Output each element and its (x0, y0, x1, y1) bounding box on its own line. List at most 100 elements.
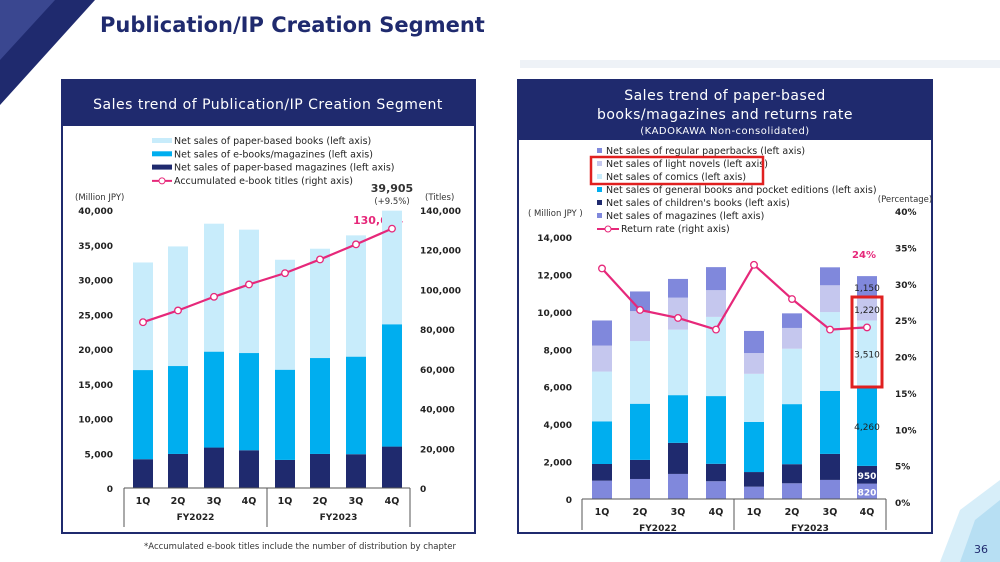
bar-segment (204, 223, 224, 352)
x-tick-label: 1Q (747, 507, 762, 518)
y2-tick-label: 30% (895, 281, 917, 291)
bar-segment (630, 403, 650, 460)
bar-segment (706, 396, 726, 464)
bar-segment (592, 345, 612, 372)
bar-segment (744, 353, 764, 374)
bar-segment (168, 246, 188, 367)
growth-label: (+9.5%) (374, 197, 409, 207)
bar-segment (133, 459, 153, 488)
right-legend: Net sales of regular paperbacks (left ax… (597, 146, 877, 235)
line-point (826, 325, 834, 334)
line-point (139, 318, 147, 327)
y2-tick-label: 0% (895, 499, 910, 509)
y2-tick-label: 10% (895, 426, 917, 436)
bar-segment (668, 442, 688, 474)
y2-tick-label: 35% (895, 244, 917, 254)
bar-segment (744, 472, 764, 487)
bar-segment (346, 356, 366, 455)
legend-label: Net sales of comics (left axis) (606, 172, 746, 183)
bar-segment (168, 366, 188, 454)
bar-segment (706, 316, 726, 397)
y2-tick-label: 40,000 (420, 406, 455, 416)
x-tick-label: 1Q (136, 496, 151, 507)
y-tick-label: 8,000 (544, 346, 572, 356)
bar-segment (239, 450, 259, 488)
legend-label: Net sales of general books and pocket ed… (606, 185, 877, 196)
x-tick-label: 3Q (823, 507, 838, 518)
line-point (316, 255, 324, 264)
legend-label: Net sales of paper-based books (left axi… (174, 136, 371, 147)
y-tick-label: 10,000 (78, 416, 113, 426)
bar-segment (382, 210, 402, 325)
bar-segment (782, 348, 802, 405)
x-tick-label: 4Q (860, 507, 875, 518)
left-panel (61, 79, 476, 534)
bar-segment (204, 351, 224, 448)
x-group-label: FY2023 (320, 513, 358, 523)
bar-segment (275, 369, 295, 460)
bar-segment (668, 473, 688, 499)
line-point (788, 295, 796, 303)
bar-segment (592, 371, 612, 422)
x-tick-label: 1Q (278, 496, 293, 507)
legend-swatch (597, 213, 602, 218)
bar-segment (239, 229, 259, 354)
x-tick-label: 3Q (671, 507, 686, 518)
bar-segment (820, 390, 840, 454)
y-tick-label: 5,000 (85, 450, 113, 460)
y2-tick-label: 60,000 (420, 366, 455, 376)
legend-swatch (152, 164, 172, 170)
right-y2-axis-label: (Percentage) (878, 195, 932, 205)
data-label: 950 (858, 472, 877, 482)
data-label: 1,150 (854, 284, 880, 294)
x-tick-label: 2Q (171, 496, 186, 507)
y-tick-label: 0 (566, 496, 572, 506)
bar-segment (346, 454, 366, 488)
bar-segment (133, 370, 153, 460)
y2-tick-label: 80,000 (420, 326, 455, 336)
bar-segment (382, 446, 402, 488)
bar-segment (275, 259, 295, 370)
x-tick-label: 2Q (313, 496, 328, 507)
y-tick-label: 2,000 (544, 459, 572, 469)
bar-segment (592, 480, 612, 499)
bar-segment (310, 358, 330, 454)
legend-swatch (597, 187, 602, 192)
right-chart-title-line2: books/magazines and returns rate (597, 107, 853, 123)
y-tick-label: 14,000 (537, 234, 572, 244)
legend-label: Net sales of regular paperbacks (left ax… (606, 146, 805, 157)
bar-segment (706, 481, 726, 499)
bar-highlight-box (850, 295, 884, 389)
x-tick-label: 2Q (633, 507, 648, 518)
bar-segment (275, 459, 295, 488)
x-group-label: FY2022 (177, 513, 215, 523)
bar-segment (310, 248, 330, 359)
bar-segment (857, 386, 877, 466)
bar-segment (346, 235, 366, 357)
left-y2-axis-label: (Titles) (425, 193, 454, 203)
data-label: 4,260 (854, 423, 880, 433)
bar-segment (592, 464, 612, 481)
bar-segment (744, 486, 764, 499)
bar-segment (782, 464, 802, 484)
line-point (281, 269, 289, 278)
x-tick-label: 4Q (242, 496, 257, 507)
bar-segment (857, 297, 877, 321)
bar-segment (630, 311, 650, 342)
right-chart-subtitle: (KADOKAWA Non-consolidated) (640, 126, 809, 137)
right-chart: 0 2,000 4,000 6,000 8,000 10,000 12,000 14,000 0… (537, 208, 916, 534)
line-point (636, 305, 644, 314)
bar-segment (857, 276, 877, 298)
legend-label: Return rate (right axis) (621, 224, 730, 235)
y-tick-label: 25,000 (78, 311, 113, 321)
y-tick-label: 40,000 (78, 207, 113, 217)
bar-segment (744, 373, 764, 422)
legend-label: Net sales of light novels (left axis) (606, 159, 768, 170)
legend-label: Net sales of e-books/magazines (left axi… (174, 149, 373, 160)
bar-segment (782, 313, 802, 328)
bar-segment (592, 320, 612, 346)
bar-segment (168, 453, 188, 488)
right-chart-title-line1: Sales trend of paper-based (624, 88, 826, 104)
legend-swatch (597, 200, 602, 205)
